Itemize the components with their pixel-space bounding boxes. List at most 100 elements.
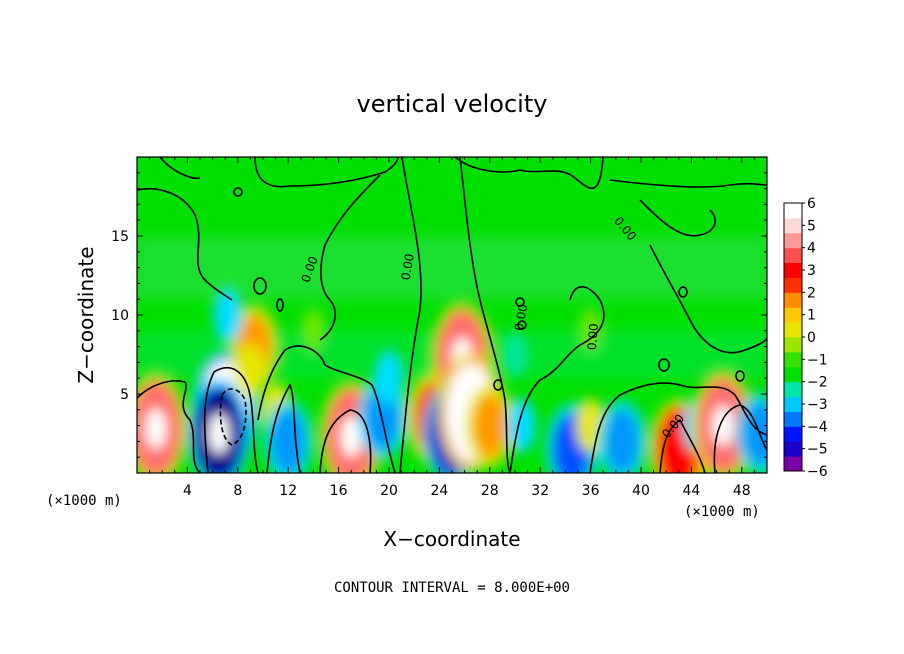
contour-loop: [517, 320, 527, 330]
colorbar-label: 2: [807, 285, 816, 301]
y-tick-label: 10: [111, 308, 129, 324]
chart-title: vertical velocity: [357, 90, 548, 118]
field-feature: [502, 332, 528, 377]
contour-line: [266, 383, 301, 473]
contour-loop: [233, 187, 243, 197]
colorbar-swatch: [784, 411, 802, 427]
colorbar: 6 5 4 3 2 1 0 −1 −2 −3 −4 −5 −6: [783, 196, 828, 480]
colorbar-swatch: [784, 292, 802, 308]
contour-line: [159, 157, 201, 180]
colorbar-swatch: [784, 232, 802, 249]
colorbar-label: −4: [807, 419, 828, 435]
x-tick-label: 4: [183, 483, 192, 499]
colorbar-label: −6: [807, 464, 828, 480]
colorbar-label: −5: [807, 442, 828, 458]
colorbar-swatch: [784, 203, 802, 219]
plot-area: 0.00 0.000.000.000.000.00: [137, 157, 767, 473]
contour-line: [137, 380, 201, 473]
x-tick-label: 48: [733, 483, 751, 499]
colorbar-label: −2: [807, 375, 828, 391]
x-tick-label: 32: [531, 483, 549, 499]
zero-contours: [137, 157, 767, 473]
x-tick-label: 44: [682, 483, 700, 499]
colorbar-label: 5: [807, 218, 816, 234]
contour-interval-text: CONTOUR INTERVAL = 8.000E+00: [334, 580, 570, 596]
colorbar-swatch: [784, 307, 802, 323]
contour-line: [713, 404, 767, 473]
colorbar-swatch: [784, 366, 802, 383]
field-core: [208, 413, 230, 454]
field-core: [712, 405, 734, 446]
contour-line: [454, 157, 604, 190]
field-feature: [374, 351, 404, 406]
x-axis: 4 8 12 16 20 24 28 32 36 40 44 48: [149, 157, 755, 499]
contour-line: [137, 188, 233, 301]
colorbar-label: 1: [807, 308, 816, 324]
field-feature: [473, 394, 507, 458]
contour-loop: [658, 358, 670, 372]
x-tick-label: 8: [233, 483, 242, 499]
x-tick-label: 24: [430, 483, 448, 499]
x-tick-label: 20: [380, 483, 398, 499]
y-tick-label: 15: [111, 229, 129, 245]
contour-loop: [276, 298, 284, 312]
contour-line: [257, 345, 396, 473]
field-feature: [744, 402, 767, 465]
contour-loop: [493, 379, 503, 391]
field-feature: [301, 308, 326, 354]
x-axis-label: X−coordinate: [383, 527, 520, 551]
field-core: [145, 408, 167, 450]
x-tick-label: 16: [330, 483, 348, 499]
contour-line: [319, 174, 381, 341]
x-unit-label: (×1000 m): [46, 493, 122, 509]
y-axis: 5 10 15: [111, 172, 767, 458]
colorbar-label: −1: [807, 352, 828, 368]
contour-line: [459, 157, 511, 473]
contour-line: [319, 409, 372, 473]
colorbar-label: 4: [807, 241, 816, 257]
contour-loop: [678, 286, 688, 298]
x-tick-label: 36: [582, 483, 600, 499]
y-axis-label: Z−coordinate: [74, 246, 98, 383]
contour-loop: [735, 370, 745, 382]
colorbar-swatch: [784, 381, 802, 398]
contour-line: [254, 157, 399, 188]
contour-line: [399, 157, 422, 473]
colorbar-swatch: [784, 217, 802, 234]
contour-line: [649, 244, 767, 354]
contour-line: [639, 199, 716, 237]
contour-line: [609, 179, 767, 188]
contour-label: 0.00: [399, 253, 417, 282]
x-tick-label: 12: [279, 483, 297, 499]
contour-line: [509, 286, 605, 473]
colorbar-swatch: [784, 322, 802, 338]
colorbar-swatch: [784, 337, 802, 353]
colorbar-swatch: [784, 426, 802, 442]
contour-line: [219, 388, 247, 446]
colorbar-label: 6: [807, 196, 816, 212]
contour-label: 0.00: [512, 303, 530, 332]
colorbar-label: 0: [807, 330, 816, 346]
colorbar-swatch: [784, 441, 802, 457]
field-feature: [271, 409, 305, 473]
colorbar-swatch: [784, 456, 802, 472]
contour-loop: [515, 297, 525, 307]
y-tick-label: 5: [120, 387, 129, 403]
colorbar-label: −3: [807, 397, 828, 413]
colorbar-swatch: [784, 262, 802, 278]
contour-line: [203, 367, 259, 473]
colorbar-swatch: [784, 396, 802, 412]
colorbar-swatch: [784, 351, 802, 368]
x-tick-label: 40: [632, 483, 650, 499]
field-feature: [506, 398, 536, 453]
colorbar-swatch: [784, 277, 802, 293]
contour-line: [659, 418, 706, 473]
field-feature: [236, 343, 265, 398]
field-feature: [213, 288, 243, 342]
colorbar-swatch: [784, 247, 802, 264]
colorbar-label: 3: [807, 263, 816, 279]
contour-label: 0.00: [585, 323, 601, 351]
contour-loop: [253, 277, 267, 295]
field-core: [340, 416, 362, 457]
